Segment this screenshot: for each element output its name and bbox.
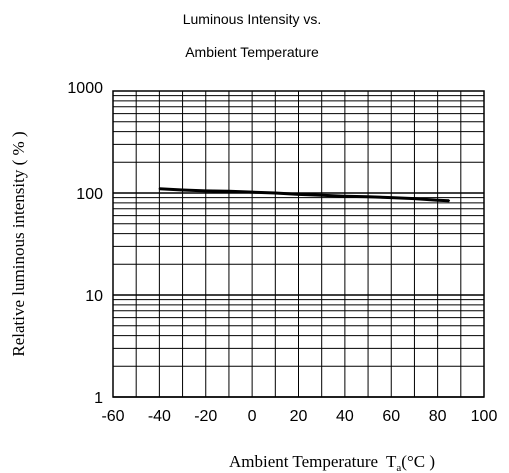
x-axis-label-symbol: T [386,452,397,471]
series-line [159,187,450,203]
x-tick-label: -60 [101,408,124,425]
x-axis-label-name: Ambient Temperature [229,452,378,471]
data-point [228,190,230,193]
data-point [436,199,439,201]
chart-subtitle: Ambient Temperature [185,44,319,60]
chart-title: Luminous Intensity vs. [183,11,322,27]
data-point [274,192,277,194]
y-axis-label: Relative luminous intensity ( % ) [9,131,28,356]
x-tick-label: 0 [248,408,257,425]
x-tick-label: 40 [336,408,354,425]
y-tick-label: 1 [94,390,103,407]
y-tick-label: 1000 [67,80,103,97]
data-point [181,189,184,191]
x-tick-label: 60 [382,408,400,425]
data-point [204,190,207,192]
data-point [344,195,346,198]
x-axis-label-subscript: a [396,462,401,473]
x-tick-label: -40 [148,408,171,425]
y-tick-label: 10 [85,288,103,305]
y-tick-labels: 1 10 100 1000 [67,80,103,407]
data-point [320,194,323,197]
x-axis-label-unit: (°C ) [401,452,435,471]
x-axis-label: Ambient Temperature Ta(°C ) [229,452,435,473]
x-tick-labels: -60 -40 -20 0 20 40 60 80 100 [101,408,497,425]
y-tick-label: 100 [76,186,103,203]
data-point [251,191,253,193]
x-tick-label: 20 [290,408,308,425]
x-tick-label: 100 [471,408,498,425]
data-point [158,187,161,190]
plot-frame [112,90,485,398]
grid-lines [113,91,484,398]
data-point [448,199,451,202]
x-tick-label: -20 [194,408,217,425]
data-point [367,195,369,198]
data-point [413,197,416,200]
data-series [158,187,451,203]
x-tick-label: 80 [429,408,447,425]
data-point [390,196,393,199]
data-point [297,193,300,196]
